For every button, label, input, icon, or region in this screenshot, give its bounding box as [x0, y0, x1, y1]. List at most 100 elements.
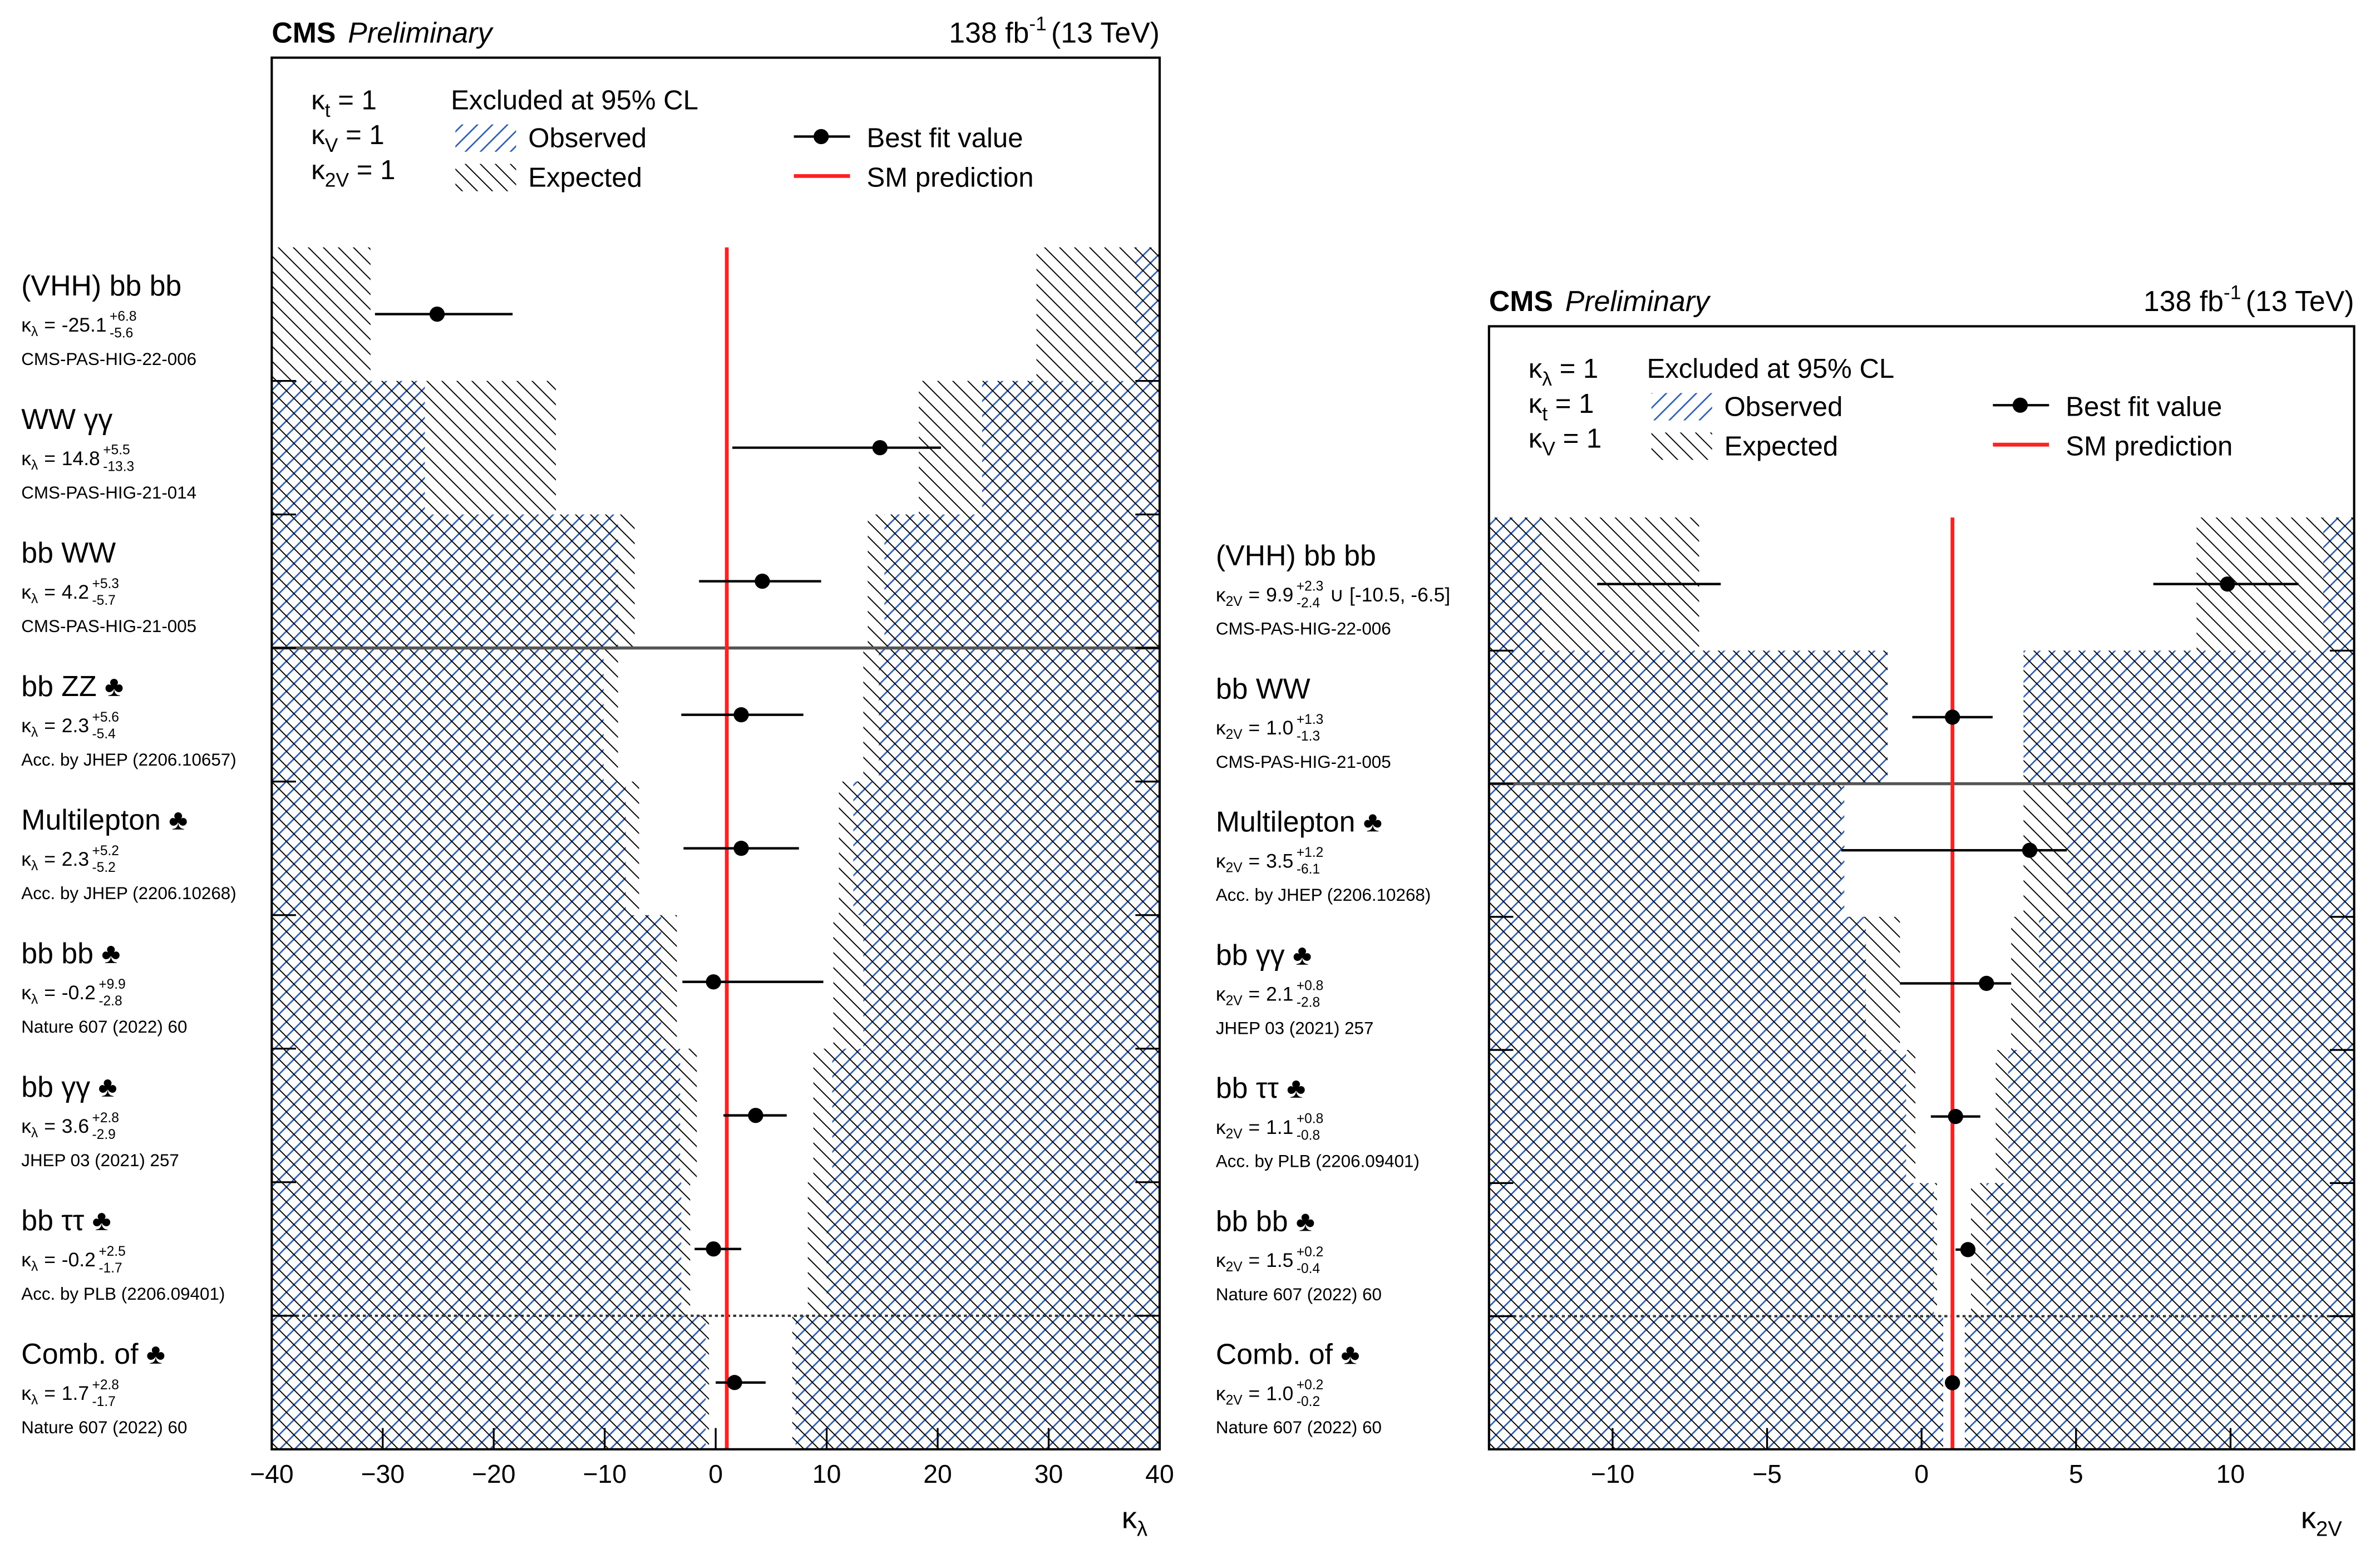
constraint-part: κ: [1529, 424, 1543, 454]
row-ref: Nature 607 (2022) 60: [1216, 1285, 1382, 1304]
row-param-part: =: [1249, 850, 1260, 872]
x-tick-label: 20: [923, 1459, 952, 1488]
expected-exclusion: [792, 1315, 1160, 1449]
row-err-down: -2.9: [92, 1127, 116, 1142]
row-param: κ2V = 3.5: [1216, 850, 1294, 875]
row-param-part: =: [1249, 983, 1260, 1005]
row-param-part: λ: [31, 859, 38, 874]
row-err-down: -0.8: [1297, 1128, 1320, 1143]
legend-best-fit: Best fit value: [2066, 392, 2222, 422]
row-param-part: 1.1: [1266, 1116, 1293, 1138]
row-ref: Acc. by PLB (2206.09401): [21, 1284, 225, 1304]
best-fit-point: [706, 974, 721, 990]
expected-exclusion: [2023, 783, 2354, 917]
row-ref: JHEP 03 (2021) 257: [21, 1151, 179, 1170]
constraint: κλ = 1: [1529, 354, 1598, 390]
row-param-part: λ: [31, 458, 38, 473]
row-param-part: =: [1249, 1382, 1260, 1404]
best-fit-point: [2022, 842, 2038, 858]
row-param-part: =: [44, 1249, 56, 1271]
x-tick-label: −20: [472, 1459, 516, 1488]
legend-best-fit-point: [814, 129, 829, 145]
row-param-part: =: [44, 1115, 56, 1137]
row-err-down: -0.2: [1297, 1394, 1320, 1409]
legend-swatch-expected: [1651, 432, 1712, 460]
row-param-part: κ: [21, 447, 31, 470]
row-ref: Acc. by JHEP (2206.10268): [21, 884, 236, 903]
x-tick-label: −10: [1591, 1459, 1635, 1488]
row-param: κ2V = 1.5: [1216, 1249, 1294, 1275]
row-name: Multilepton ♣: [1216, 806, 1382, 838]
expected-exclusion: [1036, 247, 1160, 381]
row-name: bb γγ ♣: [21, 1070, 117, 1103]
constraint-part: = 1: [1555, 389, 1594, 419]
x-axis-label-part: κ: [2301, 1501, 2317, 1535]
row-param-part: κ: [1216, 717, 1226, 739]
x-tick-label: 30: [1034, 1459, 1063, 1488]
best-fit-point: [872, 440, 888, 456]
row-param-part: =: [1249, 717, 1260, 739]
row-param-part: =: [44, 314, 56, 336]
legend-best-fit-point: [2012, 397, 2028, 413]
row-param-part: =: [1249, 1116, 1260, 1138]
row-param-part: κ: [1216, 1382, 1226, 1404]
expected-exclusion: [2023, 650, 2354, 784]
x-tick-label: 10: [2216, 1459, 2245, 1488]
constraint: κV = 1: [311, 120, 384, 156]
row-param-part: κ: [1216, 1249, 1226, 1271]
best-fit-point: [755, 574, 770, 589]
constraint-part: = 1: [1560, 354, 1599, 384]
row-param-part: 2V: [1226, 594, 1243, 609]
row-err-down: -1.3: [1297, 729, 1320, 744]
x-tick-label: 5: [2069, 1459, 2083, 1488]
constraint-part: V: [325, 134, 338, 156]
row-param-part: κ: [21, 1115, 31, 1137]
constraint-part: = 1: [357, 155, 396, 185]
expected-exclusion: [2011, 916, 2354, 1050]
row-err-down: -5.7: [92, 593, 116, 608]
header-lumi-part: (13 TeV): [1051, 16, 1160, 48]
expected-exclusion: [272, 514, 635, 648]
constraint-part: κ: [311, 120, 325, 150]
row-param-part: κ: [1216, 1116, 1226, 1138]
row-param-part: λ: [31, 591, 38, 606]
legend-sm: SM prediction: [2066, 431, 2233, 461]
row-err-up: +5.5: [103, 443, 130, 458]
expected-exclusion: [813, 1048, 1160, 1182]
row-param-part: 2.3: [62, 714, 89, 737]
row-param-part: 2V: [1226, 1260, 1243, 1275]
row-param-part: -0.2: [62, 1249, 96, 1271]
expected-exclusion: [1489, 1183, 1937, 1316]
header-cms-part: CMS: [272, 16, 336, 48]
constraint-part: 2V: [325, 169, 349, 191]
row-ref: Nature 607 (2022) 60: [21, 1418, 187, 1437]
row-param: κλ = -0.2: [21, 981, 96, 1007]
row-param-part: λ: [31, 1259, 38, 1274]
legend-observed: Observed: [528, 124, 647, 154]
expected-exclusion: [1489, 1316, 1944, 1449]
row-err-up: +2.3: [1297, 579, 1323, 594]
x-tick-label: 10: [812, 1459, 841, 1488]
best-fit-point: [1948, 1109, 1963, 1124]
expected-exclusion: [1489, 783, 1841, 917]
x-tick-label: −10: [583, 1459, 627, 1488]
row-param-part: =: [44, 714, 56, 737]
row-param-part: 2V: [1226, 1127, 1243, 1142]
row-param: κ2V = 1.0: [1216, 1382, 1294, 1408]
header-lumi: 138 fb-1 (13 TeV): [949, 13, 1160, 49]
constraint: κt = 1: [311, 85, 377, 121]
row-param: κ2V = 9.9: [1216, 584, 1294, 609]
row-ref: Nature 607 (2022) 60: [1216, 1418, 1382, 1437]
row-name: bb WW: [1216, 672, 1310, 704]
row-err-down: -13.3: [103, 460, 134, 475]
row-err-up: +2.8: [92, 1378, 119, 1393]
x-tick-label: 0: [708, 1459, 723, 1488]
header-lumi: 138 fb-1 (13 TeV): [2144, 281, 2354, 317]
row-err-up: +5.6: [92, 710, 119, 725]
x-tick-label: −5: [1752, 1459, 1782, 1488]
row-param-part: =: [1249, 1249, 1260, 1271]
row-param-part: κ: [1216, 850, 1226, 872]
best-fit-point: [1960, 1242, 1976, 1257]
expected-exclusion: [833, 915, 1160, 1049]
legend-swatch-observed: [1651, 393, 1712, 421]
